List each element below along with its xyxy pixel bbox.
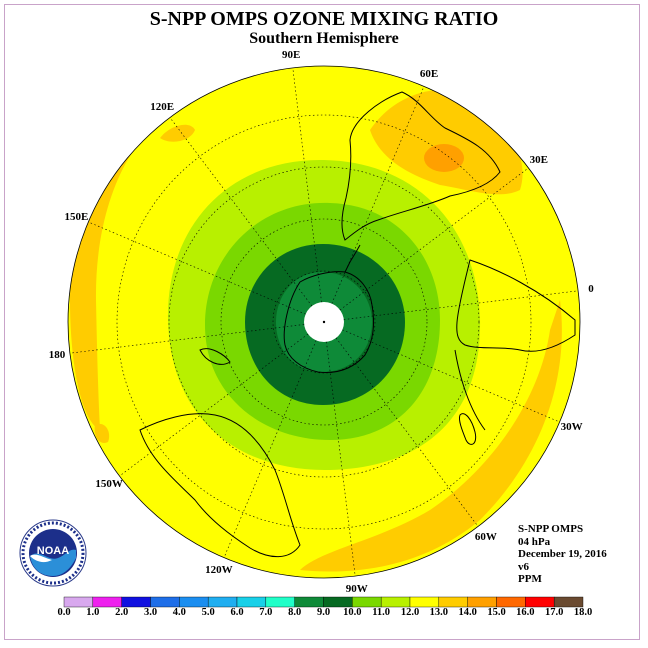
info-instrument: S-NPP OMPS — [518, 523, 584, 535]
longitude-label: 60E — [419, 68, 439, 81]
info-units: PPM — [518, 573, 542, 585]
colorbar-swatch — [352, 596, 382, 608]
longitude-label: 30E — [529, 154, 548, 167]
meridian-line — [343, 290, 579, 320]
longitude-label: 150W — [95, 477, 123, 490]
meridian-line — [292, 67, 322, 303]
meridian-line — [342, 329, 560, 423]
colorbar-swatch — [236, 596, 267, 608]
meridian-line — [88, 221, 306, 315]
south-pole-dot — [322, 320, 326, 324]
colorbar-tick-label: 11.0 — [372, 607, 391, 618]
meridian-line — [69, 324, 305, 354]
meridian-line — [223, 340, 317, 558]
colorbar-tick-label: 3.0 — [143, 607, 158, 618]
colorbar-swatch — [294, 596, 324, 608]
longitude-label: 120E — [150, 101, 175, 114]
colorbar-tick-label: 15.0 — [487, 607, 506, 618]
colorbar-swatch — [409, 596, 440, 608]
colorbar-tick-label: 18.0 — [573, 607, 593, 618]
info-block: S-NPP OMPS 04 hPa December 19, 2016 v6 P… — [518, 523, 607, 586]
colorbar-tick-label: 4.0 — [172, 607, 186, 618]
longitude-label: 120W — [205, 563, 233, 576]
info-level: 04 hPa — [518, 535, 551, 548]
coast-new-zealand — [199, 348, 231, 365]
colorbar-swatch — [121, 596, 151, 608]
coastlines — [139, 91, 576, 558]
meridian-line — [119, 333, 309, 477]
longitude-grid — [69, 67, 579, 577]
colorbar-tick-label: 16.0 — [516, 607, 535, 618]
colorbar-tick-label: 12.0 — [400, 607, 420, 618]
info-date: December 19, 2016 — [518, 548, 607, 560]
longitude-label: 30W — [560, 421, 583, 434]
colorbar-tick-label: 8.0 — [288, 607, 302, 618]
longitude-label: 180 — [48, 348, 66, 361]
noaa-logo: NOAA — [19, 519, 87, 587]
colorbar-tick-label: 17.0 — [544, 607, 564, 618]
noaa-logo-text: NOAA — [37, 545, 69, 557]
colorbar-tick-label: 5.0 — [201, 607, 215, 618]
colorbar-tick-label: 2.0 — [115, 607, 129, 618]
colorbar-swatch — [496, 596, 526, 608]
map-subtitle: Southern Hemisphere — [249, 30, 399, 47]
colorbar-swatch — [525, 596, 555, 608]
colorbar-tick-label: 14.0 — [458, 607, 477, 618]
colorbar-tick-label: 10.0 — [343, 607, 362, 618]
longitude-label: 60W — [474, 530, 497, 543]
latitude-grid — [116, 114, 532, 530]
colorbar-swatch — [467, 596, 497, 608]
colorbar-tick-label: 13.0 — [429, 607, 449, 618]
ozone-field-orange-small — [94, 423, 110, 443]
colorbar-swatch — [150, 596, 180, 608]
longitude-label: 150E — [64, 210, 89, 223]
meridian-line — [326, 341, 356, 577]
longitude-label: 0 — [588, 283, 594, 296]
coast-antarctic-peninsula — [344, 244, 361, 273]
coast-australia — [139, 413, 301, 558]
ozone-field-dark-orange — [424, 144, 464, 172]
longitude-label: 90E — [282, 49, 301, 61]
ozone-field-orange-east — [300, 300, 562, 572]
colorbar-swatch — [265, 596, 295, 608]
colorbar-tick-label: 6.0 — [230, 607, 244, 618]
coast-madagascar — [459, 413, 477, 445]
info-version: v6 — [518, 560, 529, 573]
colorbar-swatch — [380, 596, 411, 608]
colorbar-tick-label: 9.0 — [316, 607, 331, 618]
colorbar-tick-label: 0.0 — [57, 607, 71, 618]
meridian-line — [339, 167, 529, 311]
map-boundary — [67, 65, 581, 579]
colorbar-tick-label: 7.0 — [259, 607, 273, 618]
page-frame — [4, 4, 640, 640]
colorbar-swatch — [553, 596, 584, 608]
colorbar-swatch — [92, 596, 122, 608]
colorbar-tick-label: 1.0 — [86, 607, 100, 618]
colorbar-swatch — [207, 596, 238, 608]
meridian-line — [335, 337, 479, 527]
colorbar-swatch — [438, 596, 468, 608]
ozone-field-orange-spot — [160, 124, 195, 142]
colorbar-swatch — [179, 596, 209, 608]
meridian-line — [169, 117, 313, 307]
longitude-label: 90W — [345, 582, 368, 595]
colorbar-swatch — [323, 596, 353, 608]
coast-south-america — [341, 91, 501, 241]
map-title: S-NPP OMPS OZONE MIXING RATIO — [149, 8, 499, 30]
colorbar-swatch — [63, 596, 94, 608]
meridian-line — [331, 86, 425, 304]
